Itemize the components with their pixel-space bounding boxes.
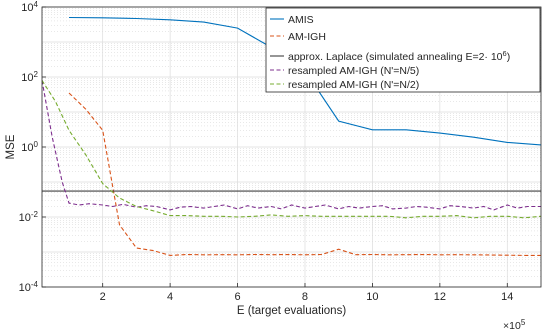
legend-label-3: approx. Laplace (simulated annealing E=2…	[288, 49, 510, 64]
y-tick-label: 10-2	[19, 210, 39, 225]
x-tick-label: 12	[434, 291, 446, 303]
legend-label-1: AMIS	[288, 14, 314, 26]
x-tick-label: 4	[167, 291, 173, 303]
legend-label-4: resampled AM-IGH (N'=N/5)	[288, 65, 419, 77]
legend: AMIS AM-IGH approx. Laplace (simulated ann…	[265, 7, 541, 93]
x-tick-label: 10	[366, 291, 378, 303]
legend-box	[265, 7, 541, 93]
x-axis-label: E (target evaluations)	[237, 305, 346, 317]
series-line-2	[68, 92, 541, 256]
legend-label-5: resampled AM-IGH (N'=N/2)	[288, 79, 419, 91]
series-line-5	[42, 80, 541, 219]
x-tick-label: 6	[234, 291, 240, 303]
x-tick-label: 14	[501, 291, 513, 303]
y-tick-label: 102	[21, 70, 38, 85]
legend-label-2: AM-IGH	[288, 31, 326, 43]
x-tick-label: 8	[302, 291, 308, 303]
axis-ticks: 2 4 6 8 10 12 14 10-4 10-2 100 102 104	[19, 0, 514, 303]
y-axis-label: MSE	[5, 134, 17, 159]
y-tick-label: 104	[21, 0, 38, 14]
y-tick-label: 100	[21, 140, 38, 155]
y-tick-label: 10-4	[19, 280, 39, 295]
series-line-4	[42, 80, 541, 211]
x-scale-factor: ×105	[503, 318, 526, 333]
x-tick-label: 2	[100, 291, 106, 303]
